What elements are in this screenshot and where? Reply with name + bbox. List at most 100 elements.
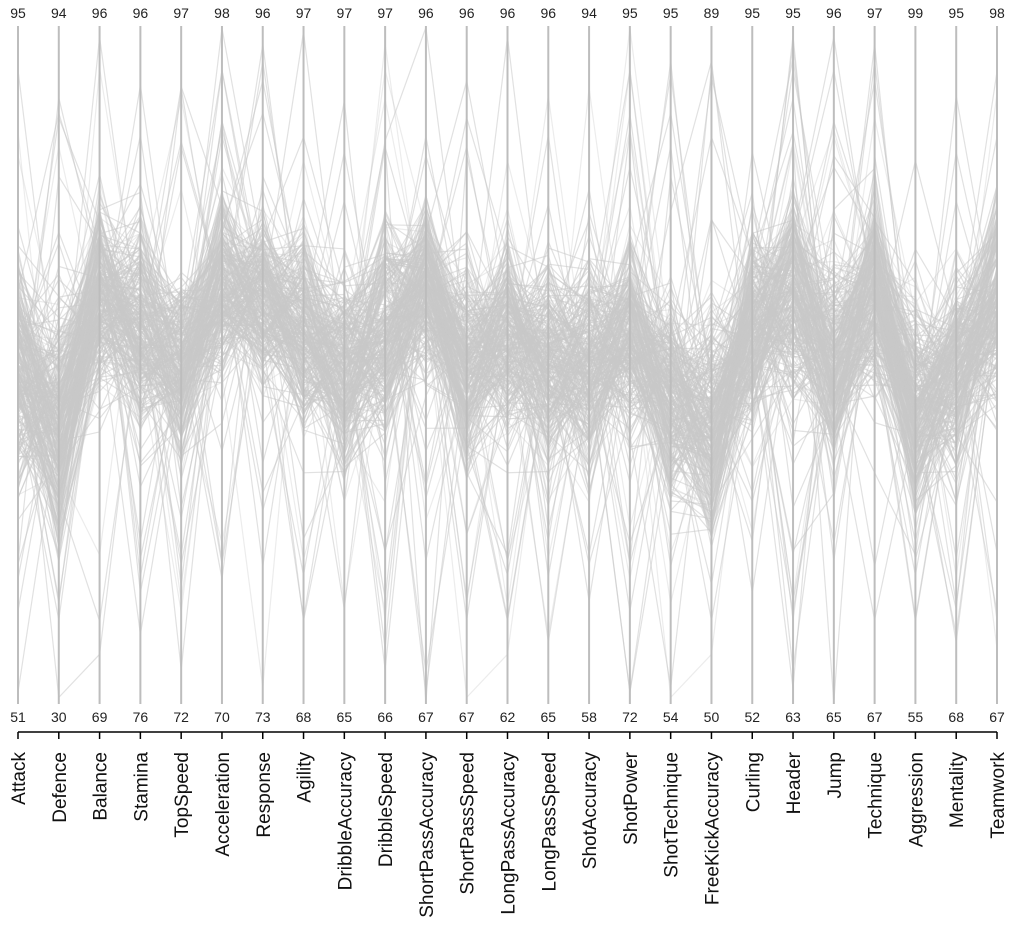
axis-Technique: 97 67 [867,5,883,725]
dimension-label: Stamina [131,752,152,822]
dimension-label: Agility [295,752,316,803]
dimension-label: DribbleSpeed [376,752,397,867]
axis-min-label: 69 [92,709,108,725]
axis-min-label: 68 [948,709,964,725]
axis-max-label: 96 [133,5,149,21]
axis-LongPassSpeed: 96 65 [541,5,557,725]
axis-max-label: 94 [51,5,67,21]
axis-max-label: 98 [989,5,1005,21]
axis-min-label: 65 [826,709,842,725]
dimension-label: TopSpeed [172,752,193,838]
axis-max-label: 95 [622,5,638,21]
axis-max-label: 89 [704,5,720,21]
dimension-label: Attack [9,752,30,805]
dimension-label: ShotPower [621,751,642,845]
axis-Balance: 96 69 [92,5,108,725]
dimension-axis: Attack Defence Balance Stamina TopSpeed Accel… [9,731,1009,918]
axis-TopSpeed: 97 72 [173,5,189,725]
axis-min-label: 76 [133,709,149,725]
dimension-label: Balance [91,752,112,821]
axis-max-label: 95 [948,5,964,21]
axis-max-label: 97 [377,5,393,21]
axis-Mentality: 95 68 [948,5,964,725]
axis-min-label: 63 [785,709,801,725]
dimension-label: ShotTechnique [662,752,683,878]
axis-ShotPower: 95 72 [622,5,638,725]
axis-ShotTechnique: 95 54 [663,5,679,725]
axis-Jump: 96 65 [826,5,842,725]
dimension-label: Response [254,752,275,838]
axis-max-label: 97 [337,5,353,21]
axis-Aggression: 99 55 [908,5,924,725]
dimension-label: Acceleration [213,752,234,857]
axis-max-label: 97 [173,5,189,21]
axis-min-label: 72 [173,709,189,725]
axes-layer: 95 51 94 30 96 69 96 76 97 72 98 70 96 73 97 68 97 65 97 66… [10,5,1005,725]
axis-Curling: 95 52 [744,5,760,725]
axis-ShotAccuracy: 94 58 [581,5,597,725]
dimension-label: Aggression [906,752,927,847]
axis-min-label: 67 [459,709,475,725]
axis-max-label: 96 [92,5,108,21]
axis-min-label: 50 [704,709,720,725]
axis-max-label: 96 [418,5,434,21]
axis-Acceleration: 98 70 [214,5,230,725]
axis-min-label: 54 [663,709,679,725]
axis-ShortPassAccuracy: 96 67 [418,5,434,725]
axis-Defence: 94 30 [51,5,67,725]
axis-LongPassAccuracy: 96 62 [500,5,516,725]
axis-DribbleSpeed: 97 66 [377,5,393,725]
axis-min-label: 73 [255,709,271,725]
axis-max-label: 95 [10,5,26,21]
dimension-label: Header [784,751,805,814]
axis-max-label: 97 [867,5,883,21]
axis-min-label: 65 [337,709,353,725]
axis-Stamina: 96 76 [133,5,149,725]
dimension-label: Mentality [947,752,968,829]
dimension-label: LongPassAccuracy [499,752,520,915]
axis-max-label: 96 [826,5,842,21]
axis-max-label: 97 [296,5,312,21]
axis-min-label: 52 [744,709,760,725]
dimension-label: Jump [825,752,846,798]
axis-min-label: 30 [51,709,67,725]
axis-max-label: 95 [663,5,679,21]
axis-Teamwork: 98 67 [989,5,1005,725]
dimension-label: Technique [866,752,887,839]
dimension-label: LongPassSpeed [539,752,560,891]
axis-FreeKickAccuracy: 89 50 [704,5,720,725]
axis-min-label: 55 [908,709,924,725]
axis-DribbleAccuracy: 97 65 [337,5,353,725]
dimension-label: Defence [50,752,71,823]
axis-ShortPassSpeed: 96 67 [459,5,475,725]
dimension-label: FreeKickAccuracy [702,752,723,906]
axis-min-label: 65 [541,709,557,725]
axis-Attack: 95 51 [10,5,26,725]
axis-max-label: 96 [500,5,516,21]
axis-max-label: 95 [744,5,760,21]
axis-min-label: 62 [500,709,516,725]
axis-min-label: 51 [10,709,26,725]
axis-min-label: 72 [622,709,638,725]
dimension-label: ShortPassSpeed [458,752,479,895]
axis-max-label: 95 [785,5,801,21]
axis-max-label: 96 [255,5,271,21]
dimension-label: ShortPassAccuracy [417,752,438,918]
axis-max-label: 99 [908,5,924,21]
axis-max-label: 94 [581,5,597,21]
axis-min-label: 67 [867,709,883,725]
axis-min-label: 67 [418,709,434,725]
axis-max-label: 96 [459,5,475,21]
axis-max-label: 98 [214,5,230,21]
dimension-label: DribbleAccuracy [335,752,356,891]
axis-min-label: 67 [989,709,1005,725]
axis-Agility: 97 68 [296,5,312,725]
dimension-label: ShotAccuracy [580,752,601,870]
axis-max-label: 96 [541,5,557,21]
axis-Header: 95 63 [785,5,801,725]
axis-min-label: 58 [581,709,597,725]
axis-Response: 96 73 [255,5,271,725]
dimension-label: Curling [743,752,764,812]
axis-min-label: 70 [214,709,230,725]
